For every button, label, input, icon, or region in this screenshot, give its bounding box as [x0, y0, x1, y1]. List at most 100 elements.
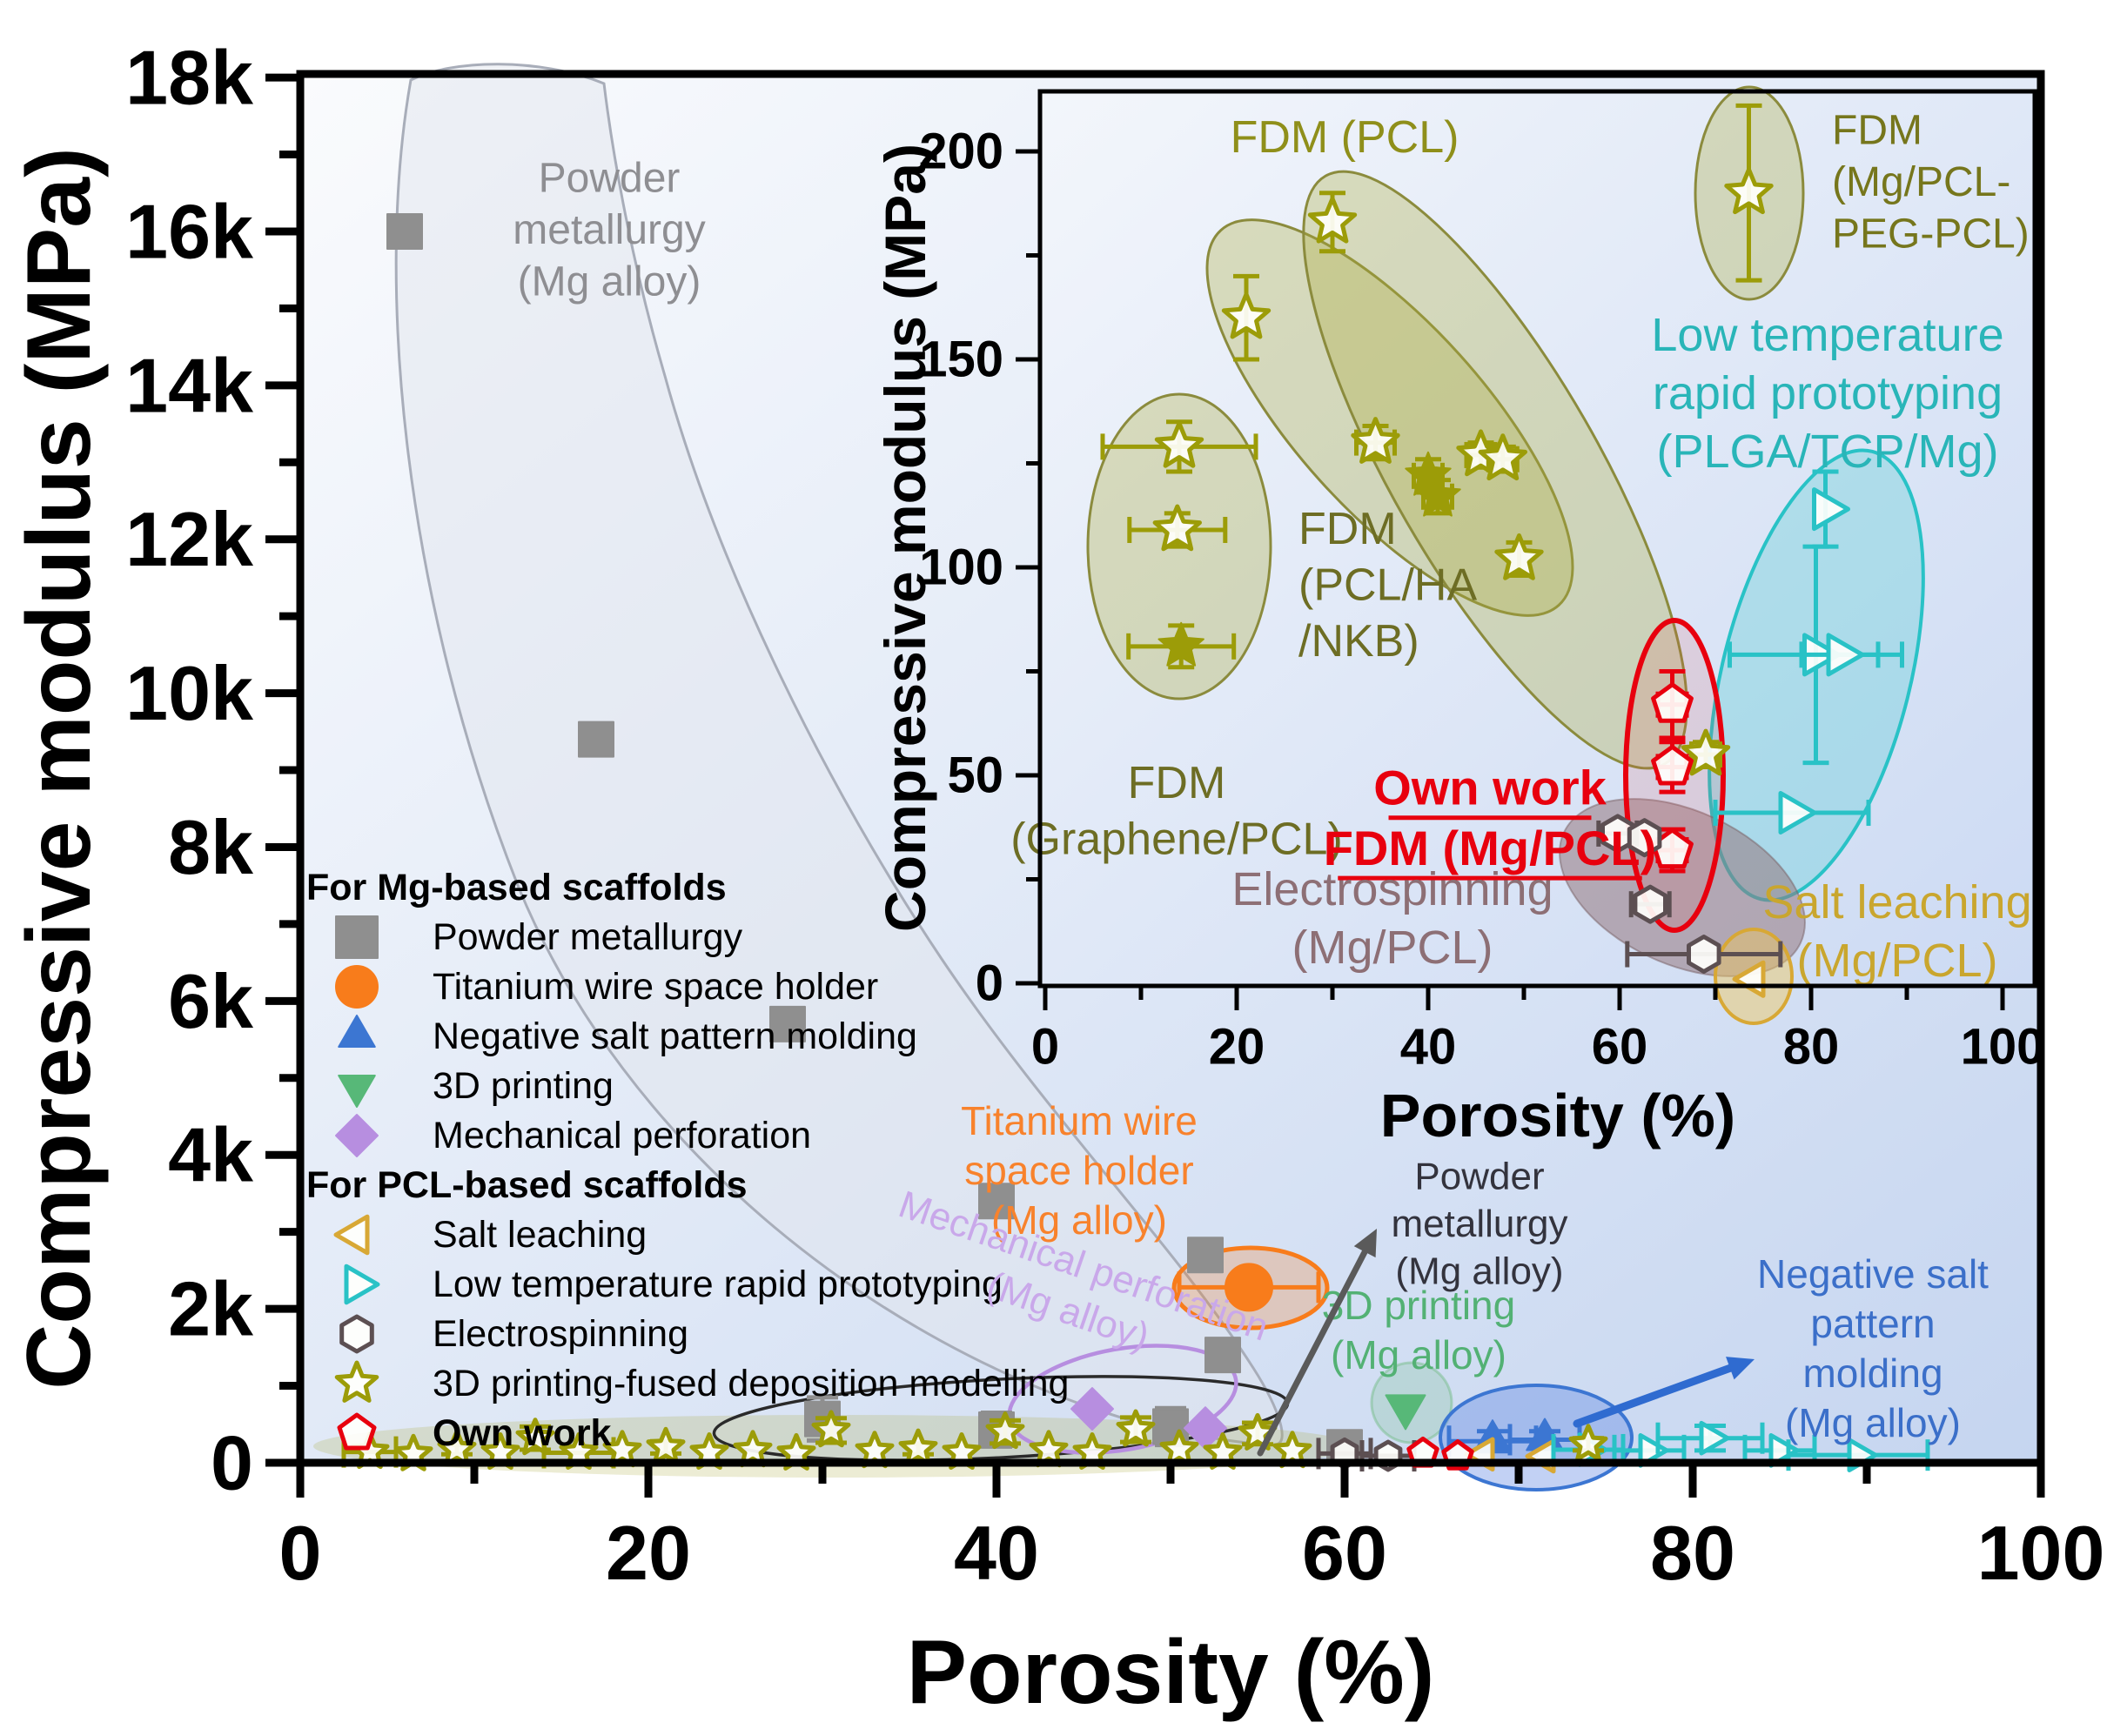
marker-star — [1478, 433, 1527, 481]
marker-square — [978, 1183, 1015, 1220]
annotation-titanium-line: (Mg alloy) — [991, 1197, 1167, 1243]
x-tick-label: 60 — [1302, 1510, 1387, 1596]
marker-hexagon — [1627, 818, 1662, 858]
legend-item-own_work: Own work — [337, 1412, 612, 1454]
arrow-negative-salt-line — [1573, 1364, 1734, 1428]
x-tick-label: 80 — [1650, 1510, 1735, 1596]
marker-star — [1681, 728, 1731, 776]
annotation-own-work-line: FDM (Mg/PCL) — [1324, 821, 1657, 875]
legend-item-label: Powder metallurgy — [433, 916, 743, 958]
inset-y-axis-title: Compressive modulus (MPa) — [873, 144, 937, 932]
marker-pentagon — [1651, 682, 1694, 723]
series-titanium_wire — [1177, 1263, 1321, 1312]
y-tick-label: 18k — [125, 35, 254, 121]
y-tick-label: 14k — [125, 342, 254, 428]
y-tick-label: 200 — [919, 124, 1003, 180]
marker-star — [334, 1360, 379, 1403]
marker-hexagon — [1633, 884, 1667, 924]
x-tick-label: 20 — [606, 1510, 691, 1596]
marker-star — [733, 1430, 773, 1468]
marker-hexagon — [339, 1314, 374, 1354]
annotation-printing3d-line: (Mg alloy) — [1331, 1332, 1506, 1377]
marker-star — [898, 1428, 938, 1466]
y-tick-label: 8k — [168, 804, 254, 890]
y-tick-label: 12k — [125, 496, 254, 582]
annotation-fdm-pclha-line: /NKB) — [1298, 616, 1419, 667]
annotation-fdm-mgpcl-peg-line: (Mg/PCL- — [1832, 159, 2010, 205]
annotation-fdm-mgpcl-peg-line: FDM — [1832, 108, 1922, 154]
series-electrospinning — [1316, 1437, 1417, 1472]
marker-star — [811, 1410, 851, 1448]
marker-triangle-right — [1812, 487, 1850, 532]
marker-square — [769, 1005, 806, 1042]
annotation-salt-leaching-line: (Mg/PCL) — [1796, 935, 1997, 987]
marker-circle — [1225, 1263, 1273, 1312]
annotation-negative-salt-line: (Mg alloy) — [1785, 1400, 1961, 1445]
inset-chart: FDM (PCL) FDM (Mg/PCL- PEG-PCL) Low temperat… — [873, 85, 2044, 1150]
legend-item-label: Electrospinning — [433, 1313, 688, 1355]
legend-item-powder_metallurgy: Powder metallurgy — [335, 915, 743, 959]
marker-star — [1494, 533, 1544, 580]
annotation-titanium-line: space holder — [964, 1148, 1193, 1193]
marker-triangle-right — [1778, 791, 1817, 834]
legend-item-fdm: 3D printing-fused deposition modelling — [334, 1360, 1069, 1404]
series-printing_3d — [1385, 1394, 1426, 1431]
x-tick-label: 40 — [1400, 1018, 1457, 1075]
annotation-negative-salt-line: pattern — [1810, 1301, 1935, 1346]
arrow-negative-salt-head — [1726, 1357, 1755, 1380]
legend-item-titanium_wire: Titanium wire space holder — [335, 965, 878, 1009]
annotation-powder-top-line: (Mg alloy) — [518, 259, 701, 305]
marker-square — [335, 915, 379, 959]
marker-triangle-right — [1638, 1433, 1669, 1468]
annotation-fdm-pcl-line: FDM (PCL) — [1231, 112, 1459, 163]
y-tick-label: 50 — [947, 747, 1003, 804]
annotation-low-temp-line: (PLGA/TCP/Mg) — [1656, 426, 1998, 478]
legend-item-low_temp: Low temperature rapid prototyping — [344, 1263, 1003, 1305]
legend-item-label: Low temperature rapid prototyping — [433, 1263, 1003, 1305]
y-tick-label: 16k — [125, 188, 254, 274]
fdm-pclha-ellipse — [1205, 218, 1574, 617]
y-tick-label: 0 — [976, 955, 1003, 1012]
x-tick-label: 20 — [1209, 1018, 1265, 1075]
annotation-powder-top-line: Powder — [539, 156, 681, 202]
marker-triangle-down — [338, 1075, 376, 1108]
marker-hexagon — [1687, 935, 1721, 974]
series-low_temp — [1713, 469, 1904, 834]
marker-triangle-right — [344, 1263, 380, 1305]
annotation-powder-mid-line: Powder — [1414, 1156, 1544, 1198]
marker-square — [1187, 1237, 1224, 1274]
marker-star — [602, 1430, 642, 1468]
legend-item-label: 3D printing-fused deposition modelling — [433, 1363, 1069, 1404]
main-y-axis-title: Compressive modulus (MPa) — [9, 147, 110, 1389]
legend-item-label: Titanium wire space holder — [433, 966, 878, 1008]
marker-star — [646, 1426, 686, 1465]
y-tick-label: 100 — [919, 540, 1003, 596]
arrow-powder-head — [1353, 1229, 1377, 1258]
legend-item-salt_leaching: Salt leaching — [333, 1214, 647, 1256]
plot-border — [1037, 89, 2037, 989]
annotation-powder-top-line: metallurgy — [513, 207, 705, 253]
legend-header: For PCL-based scaffolds — [306, 1164, 748, 1206]
series-fdm — [1100, 103, 1774, 776]
legend-item-label: Salt leaching — [433, 1214, 647, 1256]
annotation-salt-leaching-line: Salt leaching — [1762, 876, 2031, 928]
main-x-axis-title: Porosity (%) — [907, 1622, 1435, 1723]
annotation-fdm-graphene-line: (Graphene/PCL) — [1010, 814, 1343, 864]
plot-border — [296, 70, 2045, 1467]
marker-star — [1029, 1430, 1069, 1468]
marker-pentagon — [1651, 744, 1694, 786]
marker-star — [985, 1411, 1025, 1450]
annotation-fdm-graphene-line: FDM — [1128, 758, 1226, 808]
annotation-fdm-pclha-line: FDM — [1298, 504, 1397, 554]
x-tick-label: 80 — [1783, 1018, 1840, 1075]
marker-star — [1724, 167, 1774, 215]
marker-square — [386, 212, 423, 250]
marker-square — [578, 721, 614, 758]
annotation-titanium-line: Titanium wire — [961, 1098, 1198, 1143]
marker-pentagon — [337, 1412, 377, 1451]
inset-plot-background — [1040, 91, 2035, 986]
annotation-fdm-pclha-line: (PCL/HA — [1298, 560, 1477, 610]
series-own_work — [1651, 669, 1694, 874]
